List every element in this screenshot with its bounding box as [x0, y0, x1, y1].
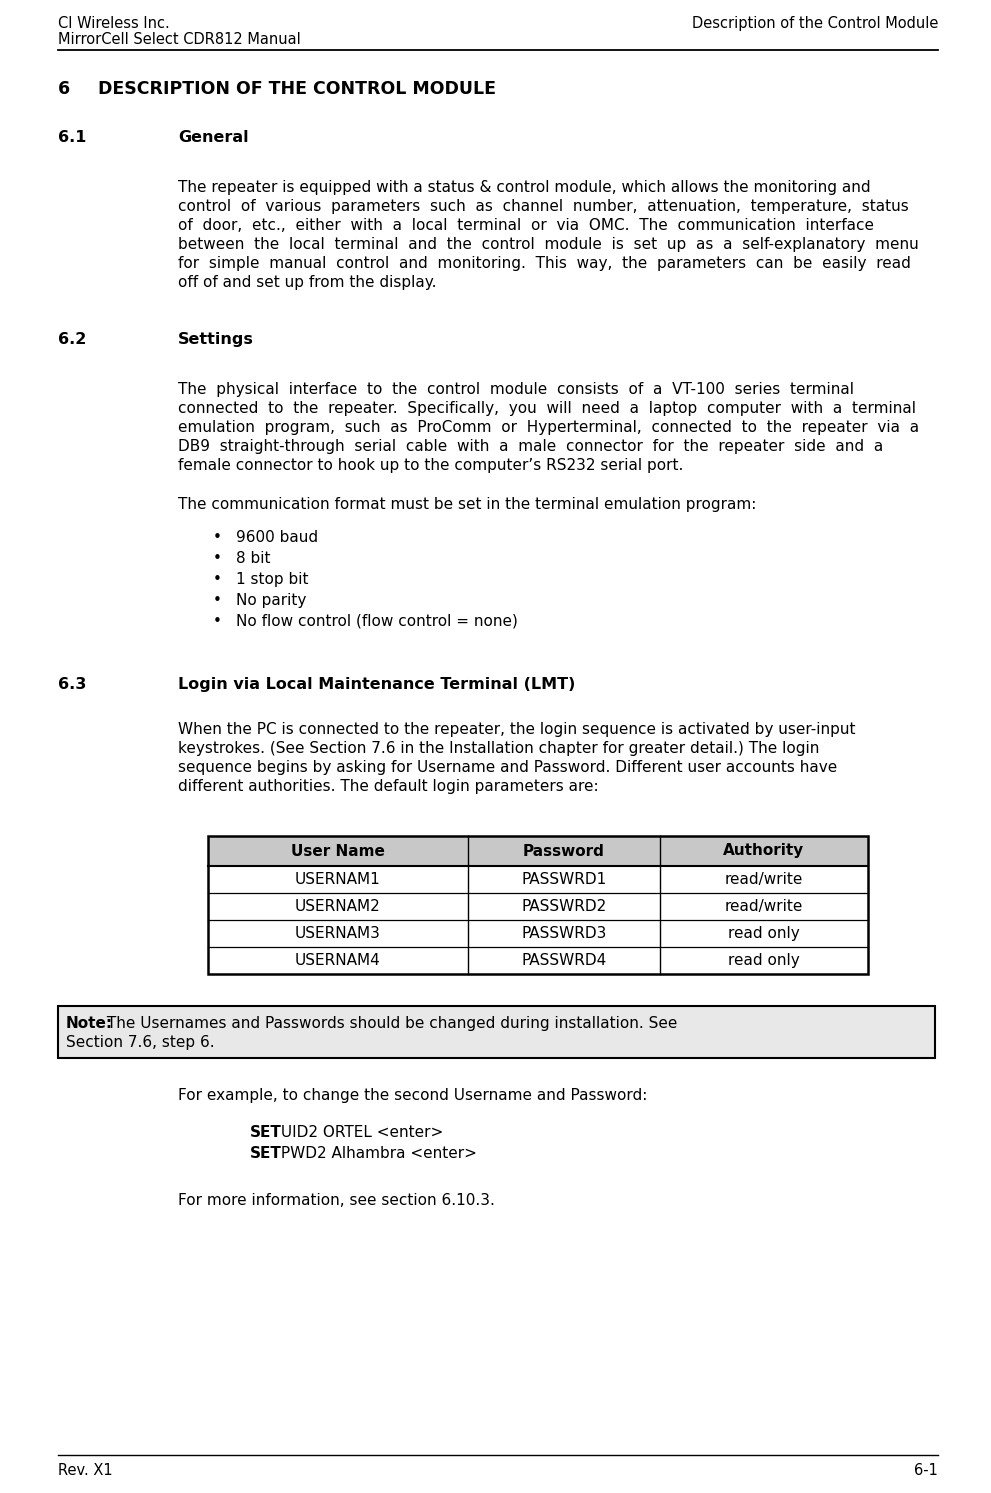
Text: UID2 ORTEL <enter>: UID2 ORTEL <enter>	[276, 1126, 443, 1141]
Text: 6.2: 6.2	[58, 331, 86, 346]
Bar	[208, 836, 868, 866]
Text: DB9  straight-through  serial  cable  with  a  male  connector  for  the  repeat: DB9 straight-through serial cable with a…	[178, 439, 883, 454]
Text: read only: read only	[728, 953, 800, 967]
Text: CI Wireless Inc.: CI Wireless Inc.	[58, 16, 169, 31]
Text: for  simple  manual  control  and  monitoring.  This  way,  the  parameters  can: for simple manual control and monitoring…	[178, 255, 911, 272]
Text: different authorities. The default login parameters are:: different authorities. The default login…	[178, 779, 599, 794]
Text: PASSWRD2: PASSWRD2	[521, 899, 606, 914]
Text: The Usernames and Passwords should be changed during installation. See: The Usernames and Passwords should be ch…	[102, 1017, 678, 1032]
Text: off of and set up from the display.: off of and set up from the display.	[178, 275, 436, 290]
Bar	[58, 1006, 935, 1059]
Text: read/write: read/write	[724, 899, 803, 914]
Text: •: •	[213, 572, 222, 587]
Text: •: •	[213, 614, 222, 629]
Text: USERNAM2: USERNAM2	[295, 899, 381, 914]
Text: SET: SET	[250, 1147, 281, 1162]
Text: For more information, see section 6.10.3.: For more information, see section 6.10.3…	[178, 1193, 495, 1208]
Text: 6.3: 6.3	[58, 676, 86, 691]
Text: 6-1: 6-1	[914, 1463, 938, 1478]
Text: 1 stop bit: 1 stop bit	[236, 572, 308, 587]
Text: sequence begins by asking for Username and Password. Different user accounts hav: sequence begins by asking for Username a…	[178, 760, 837, 775]
Text: Rev. X1: Rev. X1	[58, 1463, 113, 1478]
Text: PASSWRD4: PASSWRD4	[521, 953, 606, 967]
Text: General: General	[178, 130, 249, 145]
Text: 8 bit: 8 bit	[236, 551, 271, 566]
Text: SET: SET	[250, 1126, 281, 1141]
Text: Authority: Authority	[723, 844, 805, 858]
Text: No flow control (flow control = none): No flow control (flow control = none)	[236, 614, 518, 629]
Text: Login via Local Maintenance Terminal (LMT): Login via Local Maintenance Terminal (LM…	[178, 676, 576, 691]
Text: emulation  program,  such  as  ProComm  or  Hyperterminal,  connected  to  the  : emulation program, such as ProComm or Hy…	[178, 420, 919, 434]
Text: 6: 6	[58, 81, 70, 99]
Text: The  physical  interface  to  the  control  module  consists  of  a  VT-100  ser: The physical interface to the control mo…	[178, 382, 854, 397]
Text: The communication format must be set in the terminal emulation program:: The communication format must be set in …	[178, 497, 756, 512]
Text: Password: Password	[523, 844, 605, 858]
Text: •: •	[213, 530, 222, 545]
Text: Settings: Settings	[178, 331, 254, 346]
Text: keystrokes. (See Section 7.6 in the Installation chapter for greater detail.) Th: keystrokes. (See Section 7.6 in the Inst…	[178, 741, 820, 755]
Text: USERNAM3: USERNAM3	[295, 926, 381, 941]
Text: USERNAM4: USERNAM4	[295, 953, 381, 967]
Text: For example, to change the second Username and Password:: For example, to change the second Userna…	[178, 1088, 647, 1103]
Text: User Name: User Name	[291, 844, 385, 858]
Text: When the PC is connected to the repeater, the login sequence is activated by use: When the PC is connected to the repeater…	[178, 723, 855, 738]
Text: Note:: Note:	[66, 1017, 113, 1032]
Text: The repeater is equipped with a status & control module, which allows the monito: The repeater is equipped with a status &…	[178, 181, 871, 196]
Text: •: •	[213, 593, 222, 608]
Bar	[208, 836, 868, 973]
Text: USERNAM1: USERNAM1	[295, 872, 381, 887]
Text: connected  to  the  repeater.  Specifically,  you  will  need  a  laptop  comput: connected to the repeater. Specifically,…	[178, 402, 916, 417]
Text: of  door,  etc.,  either  with  a  local  terminal  or  via  OMC.  The  communic: of door, etc., either with a local termi…	[178, 218, 874, 233]
Text: between  the  local  terminal  and  the  control  module  is  set  up  as  a  se: between the local terminal and the contr…	[178, 237, 919, 252]
Text: read/write: read/write	[724, 872, 803, 887]
Text: No parity: No parity	[236, 593, 306, 608]
Text: PASSWRD1: PASSWRD1	[521, 872, 606, 887]
Text: 9600 baud: 9600 baud	[236, 530, 318, 545]
Text: 6.1: 6.1	[58, 130, 86, 145]
Text: PASSWRD3: PASSWRD3	[521, 926, 606, 941]
Text: control  of  various  parameters  such  as  channel  number,  attenuation,  temp: control of various parameters such as ch…	[178, 199, 909, 213]
Text: PWD2 Alhambra <enter>: PWD2 Alhambra <enter>	[276, 1147, 477, 1162]
Text: Section 7.6, step 6.: Section 7.6, step 6.	[66, 1035, 215, 1050]
Text: read only: read only	[728, 926, 800, 941]
Text: •: •	[213, 551, 222, 566]
Text: MirrorCell Select CDR812 Manual: MirrorCell Select CDR812 Manual	[58, 31, 300, 46]
Text: DESCRIPTION OF THE CONTROL MODULE: DESCRIPTION OF THE CONTROL MODULE	[98, 81, 496, 99]
Bar	[208, 836, 868, 973]
Text: Description of the Control Module: Description of the Control Module	[692, 16, 938, 31]
Text: female connector to hook up to the computer’s RS232 serial port.: female connector to hook up to the compu…	[178, 458, 684, 473]
